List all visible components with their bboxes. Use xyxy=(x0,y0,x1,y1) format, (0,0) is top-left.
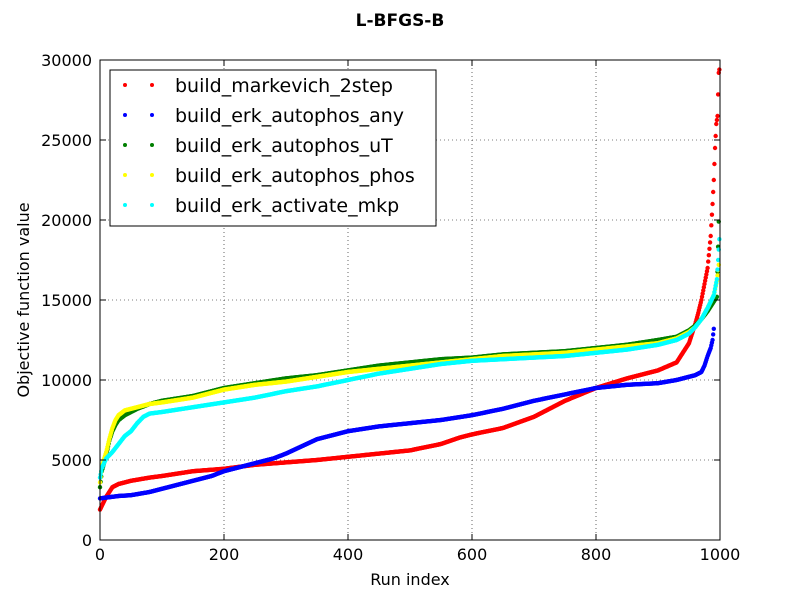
series-group xyxy=(97,67,722,512)
data-point xyxy=(708,233,713,239)
data-point xyxy=(709,223,714,228)
data-point xyxy=(713,133,718,139)
data-point xyxy=(709,212,715,217)
series-build_erk_autophos_any xyxy=(97,326,716,501)
data-point xyxy=(707,246,712,251)
data-point xyxy=(710,332,716,337)
data-point xyxy=(710,201,715,207)
chart-title: L-BFGS-B xyxy=(356,11,445,31)
data-point xyxy=(712,145,718,151)
data-point xyxy=(710,189,716,195)
data-point xyxy=(706,253,712,258)
data-point xyxy=(712,161,717,167)
data-point xyxy=(714,117,720,123)
data-point xyxy=(711,326,716,331)
data-point xyxy=(706,259,711,264)
data-point xyxy=(710,337,715,343)
data-point xyxy=(717,67,722,72)
data-point xyxy=(714,121,719,127)
series-build_erk_activate_mkp xyxy=(97,237,722,480)
data-point xyxy=(715,92,721,97)
data-point xyxy=(711,177,716,183)
data-point xyxy=(707,240,713,245)
data-point xyxy=(715,273,720,278)
data-point xyxy=(705,265,710,271)
data-point xyxy=(715,113,720,119)
